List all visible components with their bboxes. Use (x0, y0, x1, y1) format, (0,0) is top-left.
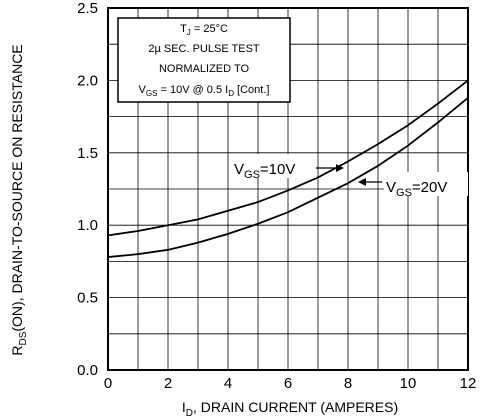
annotation-line1: TJ = 25°C (180, 23, 228, 37)
y-tick-label: 1.5 (77, 145, 98, 162)
x-tick-label: 6 (284, 375, 292, 392)
y-tick-label: 1.0 (77, 217, 98, 234)
series-label-20v: VGS=20V (358, 172, 468, 199)
x-tick-label: 10 (400, 375, 417, 392)
series-layer (107, 79, 469, 258)
x-axis-label: ID, DRAIN CURRENT (AMPERES) (182, 399, 398, 419)
y-axis-label: RDS(ON), DRAIN-TO-SOURCE ON RESISTANCE (9, 44, 29, 355)
annotation-box: TJ = 25°C 2µ SEC. PULSE TEST NORMALIZED … (117, 17, 291, 103)
series-label-20v-text: VGS=20V (386, 179, 447, 199)
y-tick-label: 2.0 (77, 72, 98, 89)
x-tick-label: 8 (344, 375, 352, 392)
ticks: 0 2 4 6 8 10 12 0.0 0.5 1.0 1.5 2.0 2.5 (77, 0, 476, 392)
series-line-vgs-10v (107, 79, 469, 237)
x-tick-label: 2 (164, 375, 172, 392)
arrowhead-20v (358, 178, 366, 186)
annotation-line4: VGS = 10V @ 0.5 ID [Cont.] (139, 84, 270, 98)
series-label-10v-text: VGS=10V (234, 161, 295, 181)
x-tick-label: 12 (460, 375, 477, 392)
x-tick-label: 0 (104, 375, 112, 392)
series-line-vgs-20v (107, 97, 469, 258)
y-tick-label: 0.5 (77, 290, 98, 307)
annotation-line3: NORMALIZED TO (159, 63, 249, 75)
series-label-10v: VGS=10V (232, 154, 344, 181)
y-tick-label: 0.0 (77, 362, 98, 379)
y-tick-label: 2.5 (77, 0, 98, 17)
arrowhead-10v (336, 164, 344, 172)
x-tick-label: 4 (224, 375, 232, 392)
annotation-line2: 2µ SEC. PULSE TEST (148, 43, 260, 55)
